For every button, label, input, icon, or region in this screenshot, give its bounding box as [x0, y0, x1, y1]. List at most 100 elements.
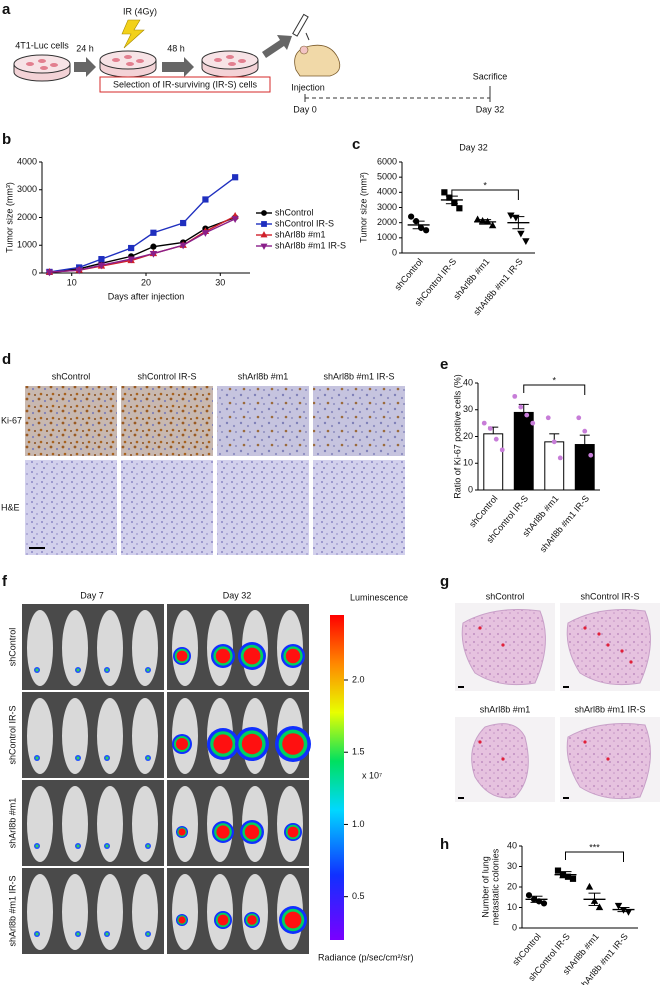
row-label: shControl IR-S [7, 705, 17, 764]
ihc-image [121, 386, 213, 456]
colorbar-tick-label: 1.0 [352, 819, 365, 829]
mouse [132, 786, 158, 862]
point [512, 393, 518, 399]
signal [146, 668, 150, 672]
point [493, 436, 499, 442]
signal [35, 844, 39, 848]
marker [150, 243, 157, 250]
marker [517, 230, 525, 238]
signal [244, 824, 260, 840]
marker [423, 227, 430, 234]
marker [441, 189, 448, 196]
colony-marker [478, 626, 482, 630]
marker [456, 205, 463, 212]
point [499, 447, 505, 453]
y-tick-label: 1000 [377, 232, 397, 242]
y-tick-label: 2000 [377, 217, 397, 227]
marker [488, 221, 497, 229]
signal [176, 650, 188, 662]
column-label: shControl IR-S [137, 371, 196, 381]
point [582, 428, 588, 434]
lung-section [566, 609, 651, 686]
mouse [97, 786, 123, 862]
schematic: 4T1-Luc cells 24 h IR (4Gy) 48 h Selecti… [13, 6, 507, 114]
colony-marker [629, 660, 633, 664]
syringe [292, 13, 310, 41]
signal [146, 932, 150, 936]
y-tick-label: 3000 [377, 202, 397, 212]
y-tick-label: 0 [468, 484, 473, 494]
legend-label: shControl IR-S [275, 218, 334, 228]
mouse [27, 698, 53, 774]
colony-marker [606, 757, 610, 761]
point [518, 404, 524, 410]
colorbar-multiplier: x 10⁷ [362, 770, 382, 780]
marker [180, 219, 187, 227]
panel-label: g [440, 573, 449, 590]
y-tick-label: 40 [507, 840, 517, 850]
colorbar-tick-label: 1.5 [352, 747, 365, 757]
marker [127, 256, 135, 264]
signal [215, 648, 231, 664]
lung-section [566, 723, 651, 800]
marker [201, 230, 210, 237]
marker [231, 216, 239, 224]
mouse [27, 610, 53, 686]
arrow [74, 57, 96, 77]
y-tick-label: 40 [463, 377, 473, 387]
y-tick-label: 10 [507, 902, 517, 912]
panel-label: c [352, 136, 360, 153]
line [49, 215, 236, 273]
mouse [132, 698, 158, 774]
mouse [62, 786, 88, 862]
y-tick-label: 30 [507, 861, 517, 871]
mouse-ear [299, 45, 309, 55]
signal [105, 932, 109, 936]
y-tick-label: 0 [512, 922, 517, 932]
selection-label: Selection of IR-surviving (IR-S) cells [113, 79, 258, 89]
marker [202, 196, 209, 203]
column-label: Day 32 [223, 590, 252, 600]
y-axis-label: Tumor size (mm³) [358, 172, 368, 243]
arrow [262, 35, 292, 58]
he-image [25, 460, 117, 555]
point [530, 420, 536, 426]
dish [13, 54, 71, 82]
bar [513, 411, 534, 491]
significance-label: *** [589, 842, 600, 852]
y-tick-label: 20 [463, 431, 473, 441]
signal [105, 756, 109, 760]
colorbar-tick-label: 2.0 [352, 674, 365, 684]
point [576, 415, 582, 421]
column-label: shControl [52, 371, 91, 381]
he-image [121, 460, 213, 555]
x-tick-label: shControl [393, 256, 425, 292]
line [49, 218, 236, 273]
significance-bracket [523, 384, 586, 395]
marker [150, 229, 157, 236]
legend-label: shControl [275, 207, 314, 217]
x-tick-label: 10 [67, 277, 77, 287]
signal [35, 668, 39, 672]
legend-label: shArl8b #m1 [275, 229, 326, 239]
he-image [217, 460, 309, 555]
ihc-image [25, 386, 117, 456]
colony-marker [597, 632, 601, 636]
mouse [97, 610, 123, 686]
y-tick-label: 10 [463, 458, 473, 468]
lightning [121, 19, 145, 49]
y-tick-label: 30 [463, 404, 473, 414]
point [588, 452, 594, 458]
marker [585, 882, 594, 890]
x-tick-label: 30 [215, 277, 225, 287]
time-label: 48 h [167, 43, 185, 53]
signal [76, 844, 80, 848]
signal [105, 668, 109, 672]
signal [285, 648, 301, 664]
signal [76, 668, 80, 672]
lung-label: shArl8b #m1 IR-S [574, 704, 645, 714]
row-label: H&E [1, 502, 20, 512]
marker [522, 238, 530, 246]
x-tick-label: shArl8b #m1 IR-S [577, 931, 630, 985]
